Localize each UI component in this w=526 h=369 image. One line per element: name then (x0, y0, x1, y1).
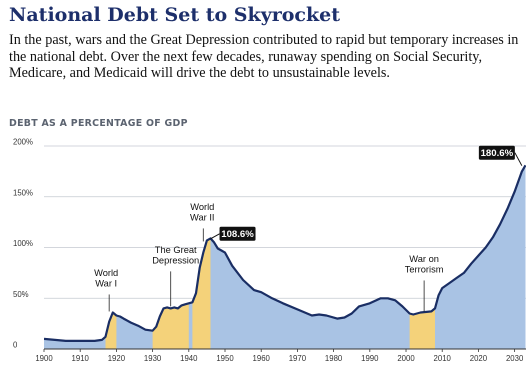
callout-label: 180.6% (481, 148, 514, 159)
annotation-label: The Great (155, 245, 197, 255)
x-tick-label: 1930 (144, 354, 162, 363)
callout-box (478, 145, 515, 160)
annotation-label: World (94, 268, 118, 278)
plot-area (44, 164, 526, 349)
y-tick-label: 0 (13, 341, 18, 350)
x-tick-label: 1950 (216, 354, 234, 363)
annotation-label: Terrorism (405, 264, 444, 274)
x-tick-label: 2010 (434, 354, 452, 363)
x-tick-label: 1990 (361, 354, 379, 363)
y-tick-label: 150% (13, 188, 33, 197)
callout-label: 108.6% (221, 229, 254, 240)
event-period-area (105, 312, 117, 349)
event-period-area (409, 308, 435, 349)
y-tick-label: 50% (13, 290, 29, 299)
x-tick-label: 1900 (35, 354, 53, 363)
annotation-label: World (190, 202, 214, 212)
y-axis-title: DEBT AS A PERCENTAGE OF GDP (9, 118, 188, 129)
annotation-label: War on (409, 254, 439, 264)
x-tick-label: 1920 (108, 354, 126, 363)
callout-leader (514, 152, 523, 166)
debt-area (44, 165, 526, 349)
x-tick-label: 1970 (289, 354, 307, 363)
x-tick-label: 2000 (397, 354, 415, 363)
x-tick-label: 1960 (253, 354, 271, 363)
x-tick-label: 2030 (506, 354, 524, 363)
annotation-label: War II (190, 212, 214, 222)
x-tick-label: 1980 (325, 354, 343, 363)
event-period-area (192, 238, 211, 349)
annotation-label: War I (95, 278, 117, 288)
x-tick-label: 1910 (72, 354, 90, 363)
page-title: National Debt Set to Skyrocket (9, 4, 341, 26)
annotation-label: Depression (152, 255, 199, 265)
callout-box (219, 226, 256, 241)
y-tick-label: 100% (13, 239, 33, 248)
callout-leader (210, 233, 220, 240)
event-period-area (152, 303, 189, 349)
chart-description: In the past, wars and the Great Depressi… (9, 32, 519, 82)
x-tick-label: 2020 (470, 354, 488, 363)
debt-line (44, 164, 526, 342)
x-tick-label: 1940 (180, 354, 198, 363)
y-tick-label: 200% (13, 138, 33, 147)
